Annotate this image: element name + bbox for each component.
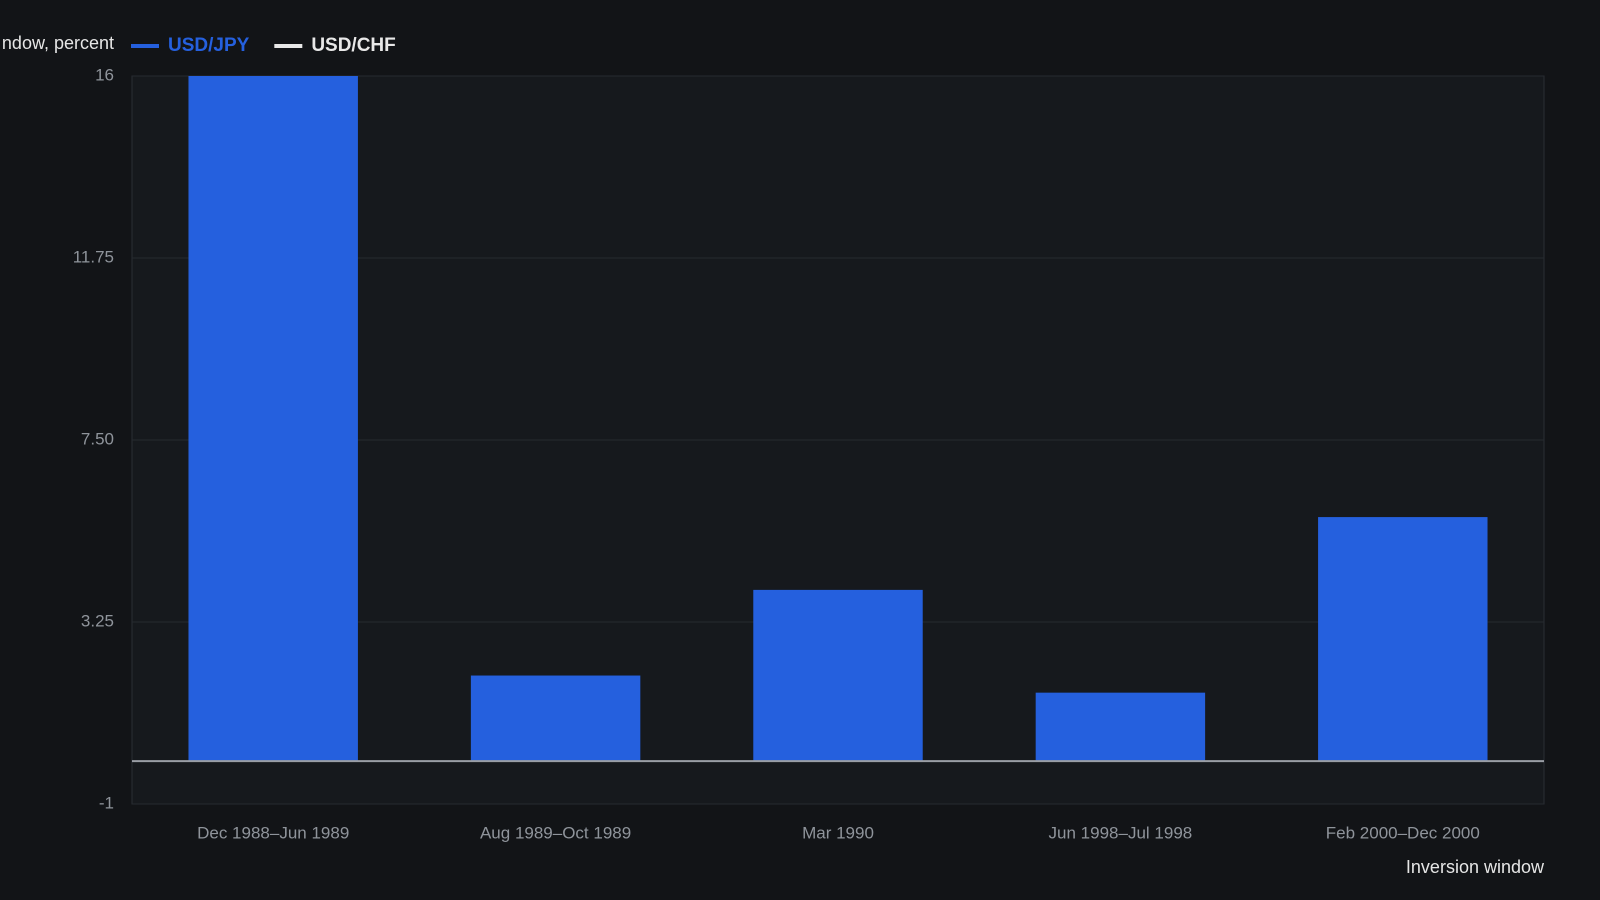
y-tick-label: 11.75 [73,247,114,266]
legend-label: USD/CHF [311,35,395,56]
y-tick-label: 3.25 [81,611,114,630]
bar [470,675,641,762]
x-axis-label: Inversion window [1406,857,1545,877]
x-tick-label: Aug 1989–Oct 1989 [480,823,631,842]
y-axis-label: ndow, percent [2,33,114,53]
bar [1318,517,1488,762]
x-tick-label: Jun 1998–Jul 1998 [1049,823,1193,842]
x-tick-label: Mar 1990 [802,823,874,842]
bar [188,76,358,762]
x-tick-label: Feb 2000–Dec 2000 [1326,823,1480,842]
x-tick-label: Dec 1988–Jun 1989 [197,823,349,842]
bar [1035,692,1206,762]
y-tick-label: 16 [95,65,114,84]
y-tick-label: 7.50 [81,429,114,448]
legend-label: USD/JPY [168,35,250,56]
bar [753,589,923,762]
y-tick-label: -1 [99,793,114,812]
